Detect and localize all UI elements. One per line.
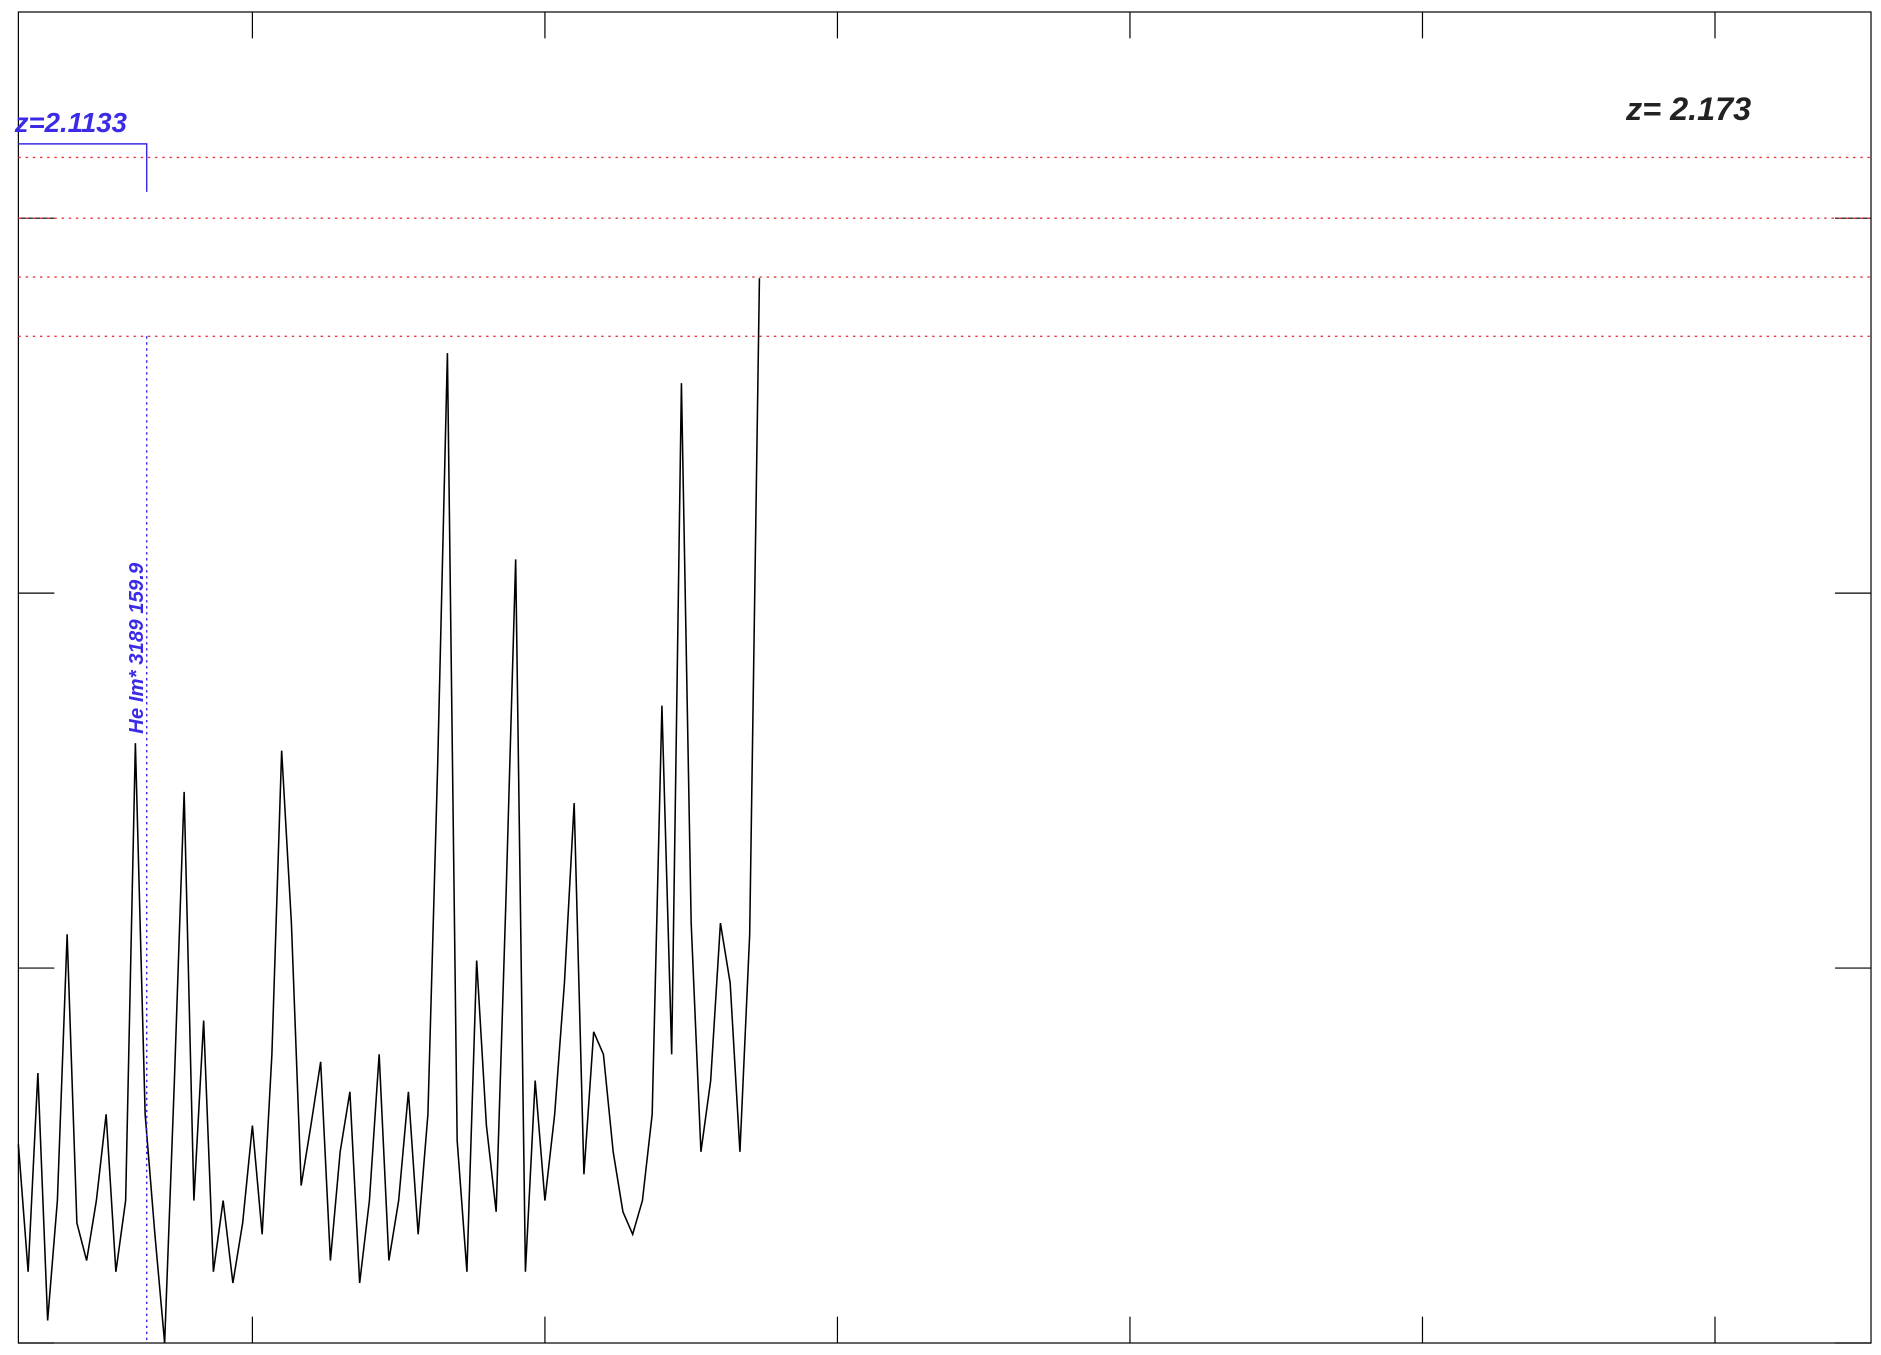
redshift-label: z= 2.173: [1625, 91, 1751, 127]
marker-label: He Im* 3189 159.9: [126, 562, 148, 734]
plot-frame: [17, 11, 1872, 1344]
marker-bracket: [18, 143, 148, 192]
marker-redshift: z=2.1133: [14, 107, 128, 138]
spectrum-line: [17, 278, 761, 1344]
